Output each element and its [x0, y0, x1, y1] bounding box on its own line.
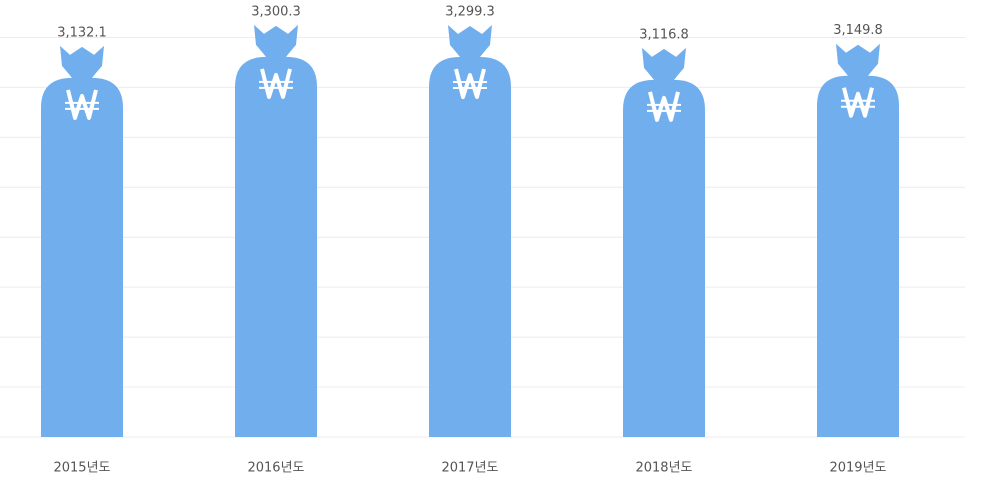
data-label: 3,299.3 [445, 5, 495, 20]
won-icon [647, 91, 681, 122]
x-tick-label: 2017년도 [441, 461, 498, 476]
won-icon [65, 89, 99, 120]
x-tick-label: 2015년도 [53, 461, 110, 476]
data-label: 3,116.8 [639, 27, 689, 42]
bar [623, 47, 705, 438]
won-icon [259, 68, 293, 99]
x-tick-label: 2019년도 [829, 461, 886, 476]
data-label: 3,132.1 [57, 25, 107, 40]
data-label: 3,149.8 [833, 23, 883, 38]
data-label: 3,300.3 [251, 4, 301, 19]
won-icon [453, 68, 487, 100]
bar [235, 24, 317, 438]
x-tick-label: 2018년도 [635, 461, 692, 476]
bar [817, 43, 899, 437]
x-tick-label: 2016년도 [247, 461, 304, 476]
won-icon [841, 87, 875, 118]
bar [41, 45, 123, 438]
bar [429, 25, 511, 437]
